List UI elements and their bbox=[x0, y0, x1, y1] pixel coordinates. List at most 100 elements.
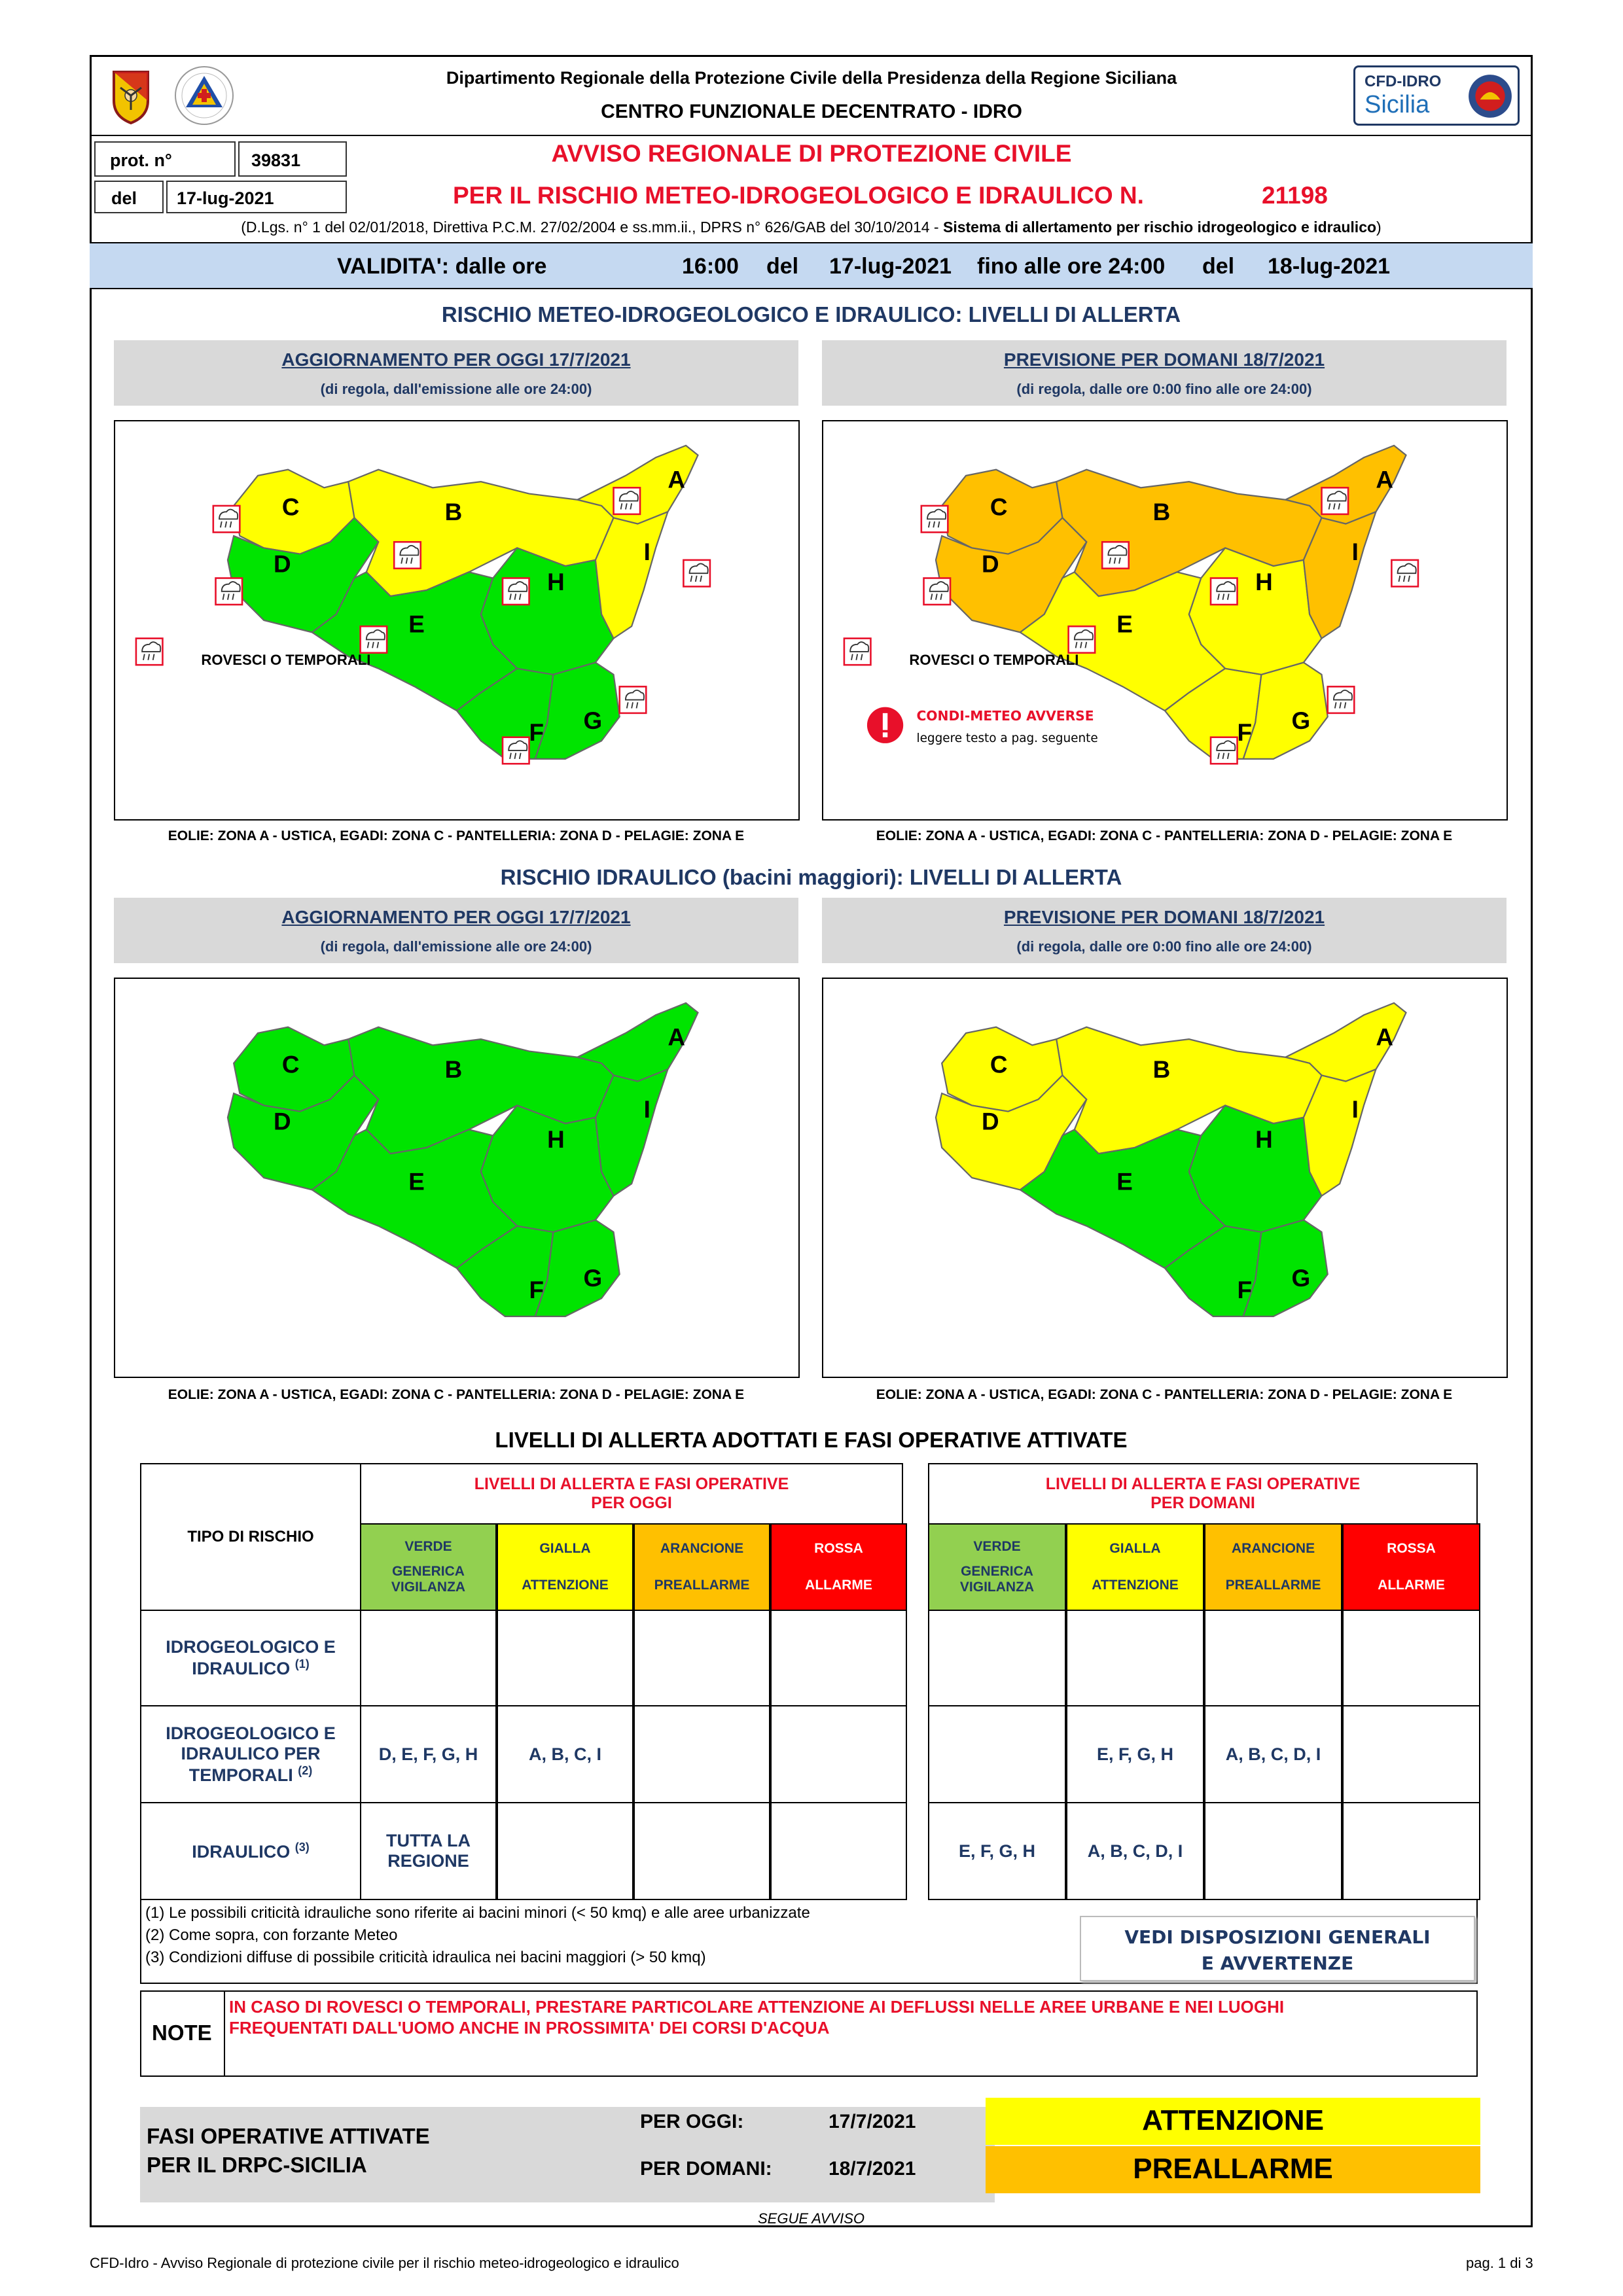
zone-label-d: D bbox=[274, 1108, 291, 1135]
storm-legend-label: ROVESCI O TEMPORALI bbox=[909, 652, 1079, 668]
domani-cell-r0-verde bbox=[928, 1610, 1066, 1706]
domani-level-header-verde: VERDE GENERICA VIGILANZA bbox=[928, 1523, 1066, 1611]
note-text-2: FREQUENTATI DALL'UOMO ANCHE IN PROSSIMIT… bbox=[229, 2018, 830, 2038]
row-idraulico-label: IDRAULICO (3) bbox=[140, 1802, 361, 1900]
oggi-cell-r2-verde: TUTTA LA REGIONE bbox=[360, 1802, 497, 1900]
map-idro-domani: A B C D E F G H I bbox=[822, 978, 1508, 1378]
zone-label-b: B bbox=[1153, 1056, 1171, 1083]
domani-level-header-rossa: ROSSA ALLARME bbox=[1342, 1523, 1480, 1611]
zone-label-c: C bbox=[282, 1051, 300, 1078]
section1-title: RISCHIO METEO-IDROGEOLOGICO E IDRAULICO:… bbox=[441, 302, 1181, 327]
zone-label-e: E bbox=[408, 1168, 425, 1195]
zone-h bbox=[1188, 1104, 1323, 1233]
domani-cell-r1-verde bbox=[928, 1705, 1066, 1803]
storm-legend-icon bbox=[135, 637, 164, 666]
zone-label-a: A bbox=[668, 1023, 685, 1050]
levels-title: LIVELLI DI ALLERTA ADOTTATI E FASI OPERA… bbox=[495, 1428, 1128, 1452]
domani-cell-r1-rossa bbox=[1342, 1705, 1480, 1803]
cfd-idro-logo: CFD-IDRO Sicilia bbox=[1353, 65, 1520, 126]
domani-cell-r0-gialla bbox=[1066, 1610, 1204, 1706]
zone-label-f: F bbox=[529, 1277, 544, 1303]
storm-icon-b bbox=[1101, 540, 1130, 570]
note-divider bbox=[224, 1990, 225, 2077]
storm-icon-i bbox=[1391, 559, 1419, 588]
storm-icon-i bbox=[683, 559, 711, 588]
oggi-cell-r1-gialla: A, B, C, I bbox=[497, 1705, 633, 1803]
zone-label-f: F bbox=[1238, 719, 1252, 746]
domani-cell-r0-rossa bbox=[1342, 1610, 1480, 1706]
zone-i bbox=[594, 1068, 669, 1197]
oggi-cell-r2-gialla bbox=[497, 1802, 633, 1900]
section1-islands-left: EOLIE: ZONA A - USTICA, EGADI: ZONA C - … bbox=[168, 828, 745, 843]
domani-cell-r0-arancione bbox=[1204, 1610, 1342, 1706]
cfd-emblem-icon bbox=[1469, 75, 1512, 118]
legal-reference: (D.Lgs. n° 1 del 02/01/2018, Direttiva P… bbox=[241, 219, 1382, 236]
oggi-level-header-verde: VERDE GENERICA VIGILANZA bbox=[360, 1523, 497, 1611]
zone-label-b: B bbox=[445, 499, 463, 525]
sicily-map-svg: A B C D E F G H I bbox=[226, 1002, 699, 1317]
storm-legend-label: ROVESCI O TEMPORALI bbox=[201, 652, 370, 668]
zone-g bbox=[1242, 1219, 1329, 1317]
zone-label-d: D bbox=[982, 1108, 999, 1135]
section2-left-header: AGGIORNAMENTO PER OGGI 17/7/2021 (di reg… bbox=[114, 898, 798, 963]
section1-islands-right: EOLIE: ZONA A - USTICA, EGADI: ZONA C - … bbox=[876, 828, 1453, 843]
note-box bbox=[140, 1990, 1478, 2077]
domani-cell-r2-arancione bbox=[1204, 1802, 1342, 1900]
warning-icon bbox=[866, 707, 904, 743]
fasi-domani-date: 18/7/2021 bbox=[829, 2158, 916, 2180]
section1-left-header: AGGIORNAMENTO PER OGGI 17/7/2021 (di reg… bbox=[114, 340, 798, 406]
section1-right-header: PREVISIONE PER DOMANI 18/7/2021 (di rego… bbox=[822, 340, 1507, 406]
zone-label-a: A bbox=[1376, 1023, 1393, 1050]
zone-label-f: F bbox=[1238, 1277, 1252, 1303]
zone-g bbox=[534, 1219, 620, 1317]
oggi-cell-r1-verde: D, E, F, G, H bbox=[360, 1705, 497, 1803]
storm-icon-h bbox=[1209, 577, 1238, 606]
storm-icon-a bbox=[613, 487, 641, 516]
del-label-box: del bbox=[94, 181, 164, 213]
zone-label-g: G bbox=[1291, 1265, 1310, 1292]
oggi-cell-r1-rossa bbox=[770, 1705, 907, 1803]
domani-cell-r2-rossa bbox=[1342, 1802, 1480, 1900]
section2-islands-right: EOLIE: ZONA A - USTICA, EGADI: ZONA C - … bbox=[876, 1387, 1453, 1402]
department-name: Dipartimento Regionale della Protezione … bbox=[446, 68, 1177, 88]
domani-cell-r2-gialla: A, B, C, D, I bbox=[1066, 1802, 1204, 1900]
zone-label-h: H bbox=[1255, 1126, 1273, 1153]
validity-bar: VALIDITA': dalle ore 16:00 del 17-lug-20… bbox=[90, 242, 1533, 289]
footer-left: CFD-Idro - Avviso Regionale di protezion… bbox=[90, 2255, 679, 2271]
adverse-legend-sub: leggere testo a pag. seguente bbox=[916, 732, 1097, 745]
storm-icon-d bbox=[215, 577, 243, 606]
prot-label-box: prot. n° bbox=[94, 141, 236, 177]
storm-icon-e bbox=[359, 625, 388, 654]
domani-cell-r2-verde: E, F, G, H bbox=[928, 1802, 1066, 1900]
zone-i bbox=[1302, 510, 1378, 640]
adverse-legend-label: CONDI-METEO AVVERSE bbox=[916, 708, 1094, 724]
oggi-cell-r0-arancione bbox=[633, 1610, 770, 1706]
fasi-oggi-label: PER OGGI: bbox=[640, 2111, 744, 2132]
fasi-label-2: PER IL DRPC-SICILIA bbox=[147, 2153, 367, 2177]
header-divider bbox=[90, 135, 1533, 136]
vedi-disposizioni-button[interactable]: VEDI DISPOSIZIONI GENERALI E AVVERTENZE bbox=[1080, 1916, 1475, 1981]
zone-label-i: I bbox=[644, 539, 651, 565]
zone-label-e: E bbox=[408, 610, 425, 637]
page-frame bbox=[90, 55, 1533, 2227]
fasi-domani-phase: PREALLARME bbox=[986, 2146, 1480, 2193]
fasi-domani-label: PER DOMANI: bbox=[640, 2158, 772, 2180]
storm-icon-d bbox=[923, 577, 952, 606]
oggi-cell-r0-verde bbox=[360, 1610, 497, 1706]
storm-icon-c bbox=[920, 504, 949, 533]
row-idro-label: IDROGEOLOGICO E IDRAULICO (1) bbox=[140, 1610, 361, 1706]
fasi-oggi-date: 17/7/2021 bbox=[829, 2111, 916, 2132]
zone-label-f: F bbox=[529, 719, 544, 746]
centro-funzionale: CENTRO FUNZIONALE DECENTRATO - IDRO bbox=[601, 101, 1022, 122]
section2-right-header: PREVISIONE PER DOMANI 18/7/2021 (di rego… bbox=[822, 898, 1507, 963]
storm-legend-icon bbox=[843, 637, 872, 666]
oggi-cell-r2-arancione bbox=[633, 1802, 770, 1900]
footer-page: pag. 1 di 3 bbox=[1466, 2255, 1533, 2271]
segue-avviso: SEGUE AVVISO bbox=[757, 2210, 865, 2227]
avviso-title-1: AVVISO REGIONALE DI PROTEZIONE CIVILE bbox=[551, 140, 1072, 167]
footnote-3: (3) Condizioni diffuse di possibile crit… bbox=[145, 1949, 706, 1966]
zone-label-b: B bbox=[1153, 499, 1171, 525]
zone-i bbox=[1302, 1068, 1378, 1197]
